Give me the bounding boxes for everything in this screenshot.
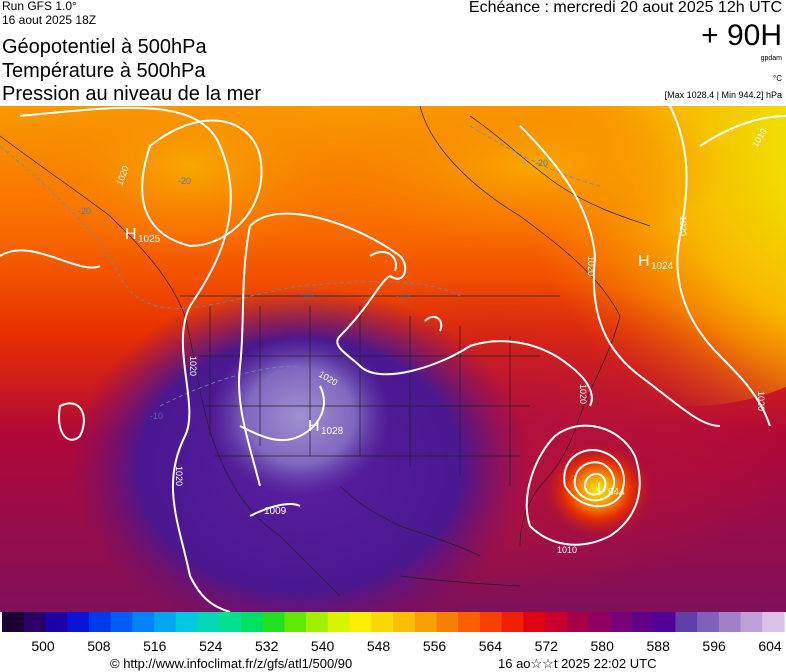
color-swatch xyxy=(718,612,742,632)
color-scale-tick-label: 580 xyxy=(591,638,615,654)
title-temperature: Température à 500hPa xyxy=(2,60,206,82)
color-swatch xyxy=(566,612,590,632)
title-pressure: Pression au niveau de la mer xyxy=(2,83,262,105)
color-scale-tick-label: 572 xyxy=(535,638,559,654)
color-swatch xyxy=(306,612,329,632)
color-swatch xyxy=(740,612,763,632)
high-pressure-value: 1024 xyxy=(651,261,674,272)
color-swatch xyxy=(67,612,90,632)
color-scale-tick-label: 500 xyxy=(31,638,55,654)
color-swatch xyxy=(175,612,199,632)
isotherm-label: -20 xyxy=(78,206,91,216)
lead-time: + 90H xyxy=(701,19,782,52)
weather-map: H 1025 H 1024 H 1028 L 944 1020 1020 102… xyxy=(0,106,786,612)
color-swatch xyxy=(327,612,351,632)
color-swatch xyxy=(132,612,155,632)
low-pressure-value: 944 xyxy=(608,487,625,498)
color-scale-tick-label: 604 xyxy=(758,638,782,654)
unit-celsius: °C xyxy=(773,74,782,83)
color-scale-tick-label: 548 xyxy=(367,638,391,654)
title-geopotential: Géopotentiel à 500hPa xyxy=(2,36,207,58)
high-pressure-label: H xyxy=(638,253,650,270)
isotherm-label: -10 xyxy=(396,291,409,301)
run-label: Run GFS 1.0° xyxy=(2,0,77,13)
isotherm-label: -20 xyxy=(178,176,191,186)
pressure-max-min: [Max 1028.4 | Min 944.2] hPa xyxy=(664,90,782,100)
high-pressure-label: H xyxy=(308,418,320,435)
isobar-label: 1020 xyxy=(678,216,688,236)
color-scale-tick-label: 596 xyxy=(702,638,726,654)
color-swatch xyxy=(219,612,242,632)
low-pressure-label: L xyxy=(597,479,605,495)
high-pressure-value: 1028 xyxy=(321,426,344,437)
source-url: © http://www.infoclimat.fr/z/gfs/atl1/50… xyxy=(110,656,353,671)
color-scale: 500 508 516 524 532 540 548 556 564 572 580 588 596 6… xyxy=(0,612,786,672)
isobar-label: 1020 xyxy=(756,391,766,411)
color-swatch xyxy=(545,612,568,632)
coastlines xyxy=(0,106,651,597)
color-swatch xyxy=(45,612,68,632)
color-scale-tick-label: 532 xyxy=(255,638,279,654)
color-swatch xyxy=(653,612,676,632)
color-swatch xyxy=(501,612,524,632)
color-swatch xyxy=(523,612,546,632)
color-swatch xyxy=(436,612,459,632)
isobar-label: 1020 xyxy=(188,356,198,376)
color-swatch xyxy=(675,612,698,632)
color-swatch xyxy=(393,612,416,632)
isotherm-label: -10 xyxy=(150,411,163,421)
color-scale-tick-label: 556 xyxy=(423,638,447,654)
high-pressure-label: H xyxy=(125,226,137,243)
isobar-label: 1010 xyxy=(557,545,577,555)
color-swatch xyxy=(262,612,285,632)
color-scale-swatches xyxy=(2,612,785,632)
color-swatch xyxy=(610,612,633,632)
color-swatch xyxy=(240,612,264,632)
color-scale-ticks: 500 508 516 524 532 540 548 556 564 572 580 588 596 6… xyxy=(31,638,782,654)
color-scale-tick-label: 508 xyxy=(87,638,111,654)
color-swatch xyxy=(88,612,112,632)
color-swatch xyxy=(2,612,25,632)
isotherm-label: -10 xyxy=(300,290,313,300)
color-swatch xyxy=(414,612,438,632)
color-swatch xyxy=(588,612,611,632)
color-swatch xyxy=(154,612,177,632)
run-date: 16 aout 2025 18Z xyxy=(2,13,97,27)
color-swatch xyxy=(371,612,394,632)
color-swatch xyxy=(197,612,220,632)
isotherm-label: -20 xyxy=(535,158,548,168)
header: Run GFS 1.0° 16 aout 2025 18Z Géopotenti… xyxy=(0,0,786,106)
isobar-label: 1009 xyxy=(264,506,287,517)
color-swatch xyxy=(458,612,481,632)
color-scale-tick-label: 540 xyxy=(311,638,335,654)
high-pressure-value: 1025 xyxy=(138,234,161,245)
color-scale-tick-label: 516 xyxy=(143,638,167,654)
unit-gpdam: gpdam xyxy=(760,55,782,62)
color-swatch xyxy=(110,612,133,632)
color-swatch xyxy=(762,612,785,632)
color-scale-tick-label: 564 xyxy=(479,638,503,654)
color-swatch xyxy=(697,612,720,632)
color-swatch xyxy=(479,612,503,632)
color-swatch xyxy=(23,612,47,632)
isobar-label: 1020 xyxy=(586,256,596,276)
color-swatch xyxy=(284,612,307,632)
color-swatch xyxy=(349,612,372,632)
color-swatch xyxy=(631,612,655,632)
generated-time: 16 ao☆☆t 2025 22:02 UTC xyxy=(498,656,657,671)
isobars xyxy=(0,106,786,612)
isobar-label: 1020 xyxy=(578,384,588,404)
color-scale-tick-label: 524 xyxy=(199,638,223,654)
isobar-label: 1020 xyxy=(174,466,184,486)
color-scale-tick-label: 588 xyxy=(647,638,671,654)
forecast-time: Echéance : mercredi 20 aout 2025 12h UTC xyxy=(468,0,782,16)
